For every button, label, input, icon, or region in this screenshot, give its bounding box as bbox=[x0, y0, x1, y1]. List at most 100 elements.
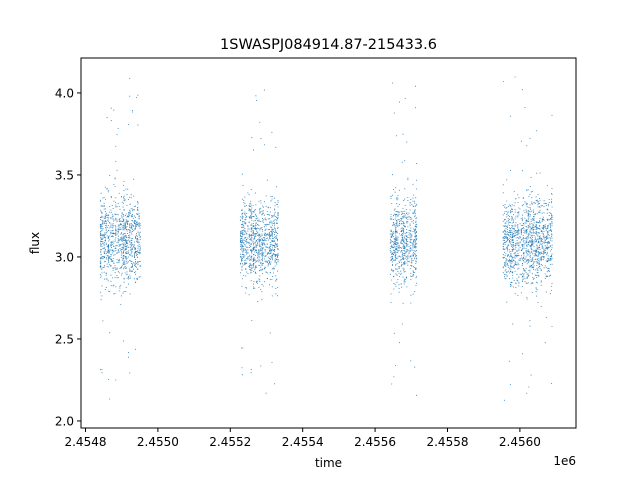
data-point bbox=[544, 251, 546, 254]
data-point bbox=[268, 229, 271, 231]
data-point bbox=[535, 261, 537, 263]
data-point bbox=[275, 293, 277, 295]
x-tick-label: 2.4550 bbox=[137, 435, 179, 449]
data-point bbox=[545, 204, 547, 206]
data-point bbox=[135, 252, 137, 254]
data-point bbox=[521, 225, 524, 227]
data-point bbox=[391, 258, 393, 261]
data-point bbox=[107, 249, 109, 251]
data-point bbox=[246, 204, 248, 207]
data-point bbox=[258, 259, 260, 261]
data-point bbox=[250, 244, 252, 246]
data-point bbox=[409, 209, 411, 211]
data-point bbox=[131, 263, 133, 265]
data-point bbox=[408, 246, 410, 248]
data-point bbox=[395, 243, 397, 245]
data-point bbox=[126, 277, 128, 279]
data-point bbox=[115, 218, 117, 220]
data-point bbox=[245, 214, 247, 216]
data-point bbox=[115, 231, 117, 233]
data-point bbox=[274, 223, 276, 225]
data-point bbox=[400, 220, 402, 222]
data-point bbox=[241, 258, 243, 260]
data-point bbox=[538, 201, 540, 203]
data-point bbox=[412, 197, 414, 199]
data-point bbox=[127, 275, 130, 277]
data-point bbox=[524, 242, 526, 244]
data-point bbox=[101, 205, 103, 207]
data-point bbox=[116, 169, 118, 171]
data-point bbox=[258, 250, 260, 252]
data-point bbox=[265, 260, 267, 262]
data-point bbox=[398, 220, 401, 222]
data-point bbox=[124, 238, 126, 241]
data-point bbox=[125, 223, 127, 225]
data-point bbox=[404, 188, 406, 190]
data-point bbox=[396, 220, 398, 222]
data-point bbox=[135, 234, 138, 236]
data-point bbox=[525, 256, 527, 258]
data-point bbox=[522, 236, 524, 239]
data-point bbox=[505, 261, 507, 263]
data-point bbox=[415, 284, 417, 287]
data-point bbox=[270, 220, 272, 222]
data-point bbox=[251, 251, 253, 253]
data-point bbox=[531, 201, 533, 203]
data-point bbox=[397, 242, 399, 244]
data-point bbox=[517, 244, 519, 246]
data-point bbox=[546, 244, 548, 246]
data-point bbox=[102, 237, 104, 239]
data-point bbox=[247, 247, 249, 249]
data-point bbox=[396, 221, 398, 223]
data-point bbox=[396, 223, 398, 225]
data-point bbox=[504, 206, 506, 208]
data-point bbox=[523, 246, 525, 248]
data-point bbox=[548, 268, 550, 270]
data-point bbox=[551, 234, 553, 236]
data-point bbox=[134, 265, 137, 267]
data-point bbox=[109, 235, 111, 237]
data-point bbox=[535, 255, 537, 257]
data-point bbox=[539, 225, 541, 227]
data-point bbox=[543, 257, 545, 259]
data-point bbox=[103, 250, 105, 252]
data-point bbox=[537, 301, 539, 304]
data-point bbox=[505, 225, 507, 227]
data-point bbox=[269, 263, 271, 265]
data-point bbox=[523, 224, 525, 226]
data-point bbox=[510, 253, 512, 255]
data-point bbox=[126, 246, 128, 248]
data-point bbox=[255, 233, 257, 235]
data-point bbox=[514, 263, 516, 265]
data-point bbox=[276, 270, 279, 272]
data-point bbox=[265, 219, 267, 221]
data-point bbox=[527, 218, 529, 220]
data-point bbox=[265, 271, 267, 273]
data-point bbox=[252, 259, 254, 261]
data-point bbox=[134, 225, 137, 227]
data-point bbox=[530, 235, 532, 237]
data-point bbox=[400, 270, 402, 272]
data-point bbox=[254, 255, 256, 257]
data-point bbox=[266, 237, 268, 239]
data-point bbox=[124, 266, 126, 268]
data-point bbox=[400, 241, 402, 243]
data-point bbox=[516, 242, 518, 244]
data-point bbox=[397, 250, 399, 252]
data-point bbox=[505, 231, 507, 233]
data-point bbox=[118, 261, 120, 263]
data-point bbox=[550, 192, 553, 195]
data-point bbox=[404, 278, 406, 280]
data-point bbox=[412, 200, 414, 202]
data-point bbox=[272, 230, 274, 232]
data-point bbox=[403, 258, 405, 260]
data-point bbox=[529, 245, 531, 247]
data-point bbox=[398, 260, 400, 262]
data-point bbox=[118, 251, 120, 253]
data-point bbox=[126, 204, 128, 206]
data-point bbox=[252, 286, 255, 288]
data-point bbox=[277, 215, 279, 217]
data-point bbox=[271, 214, 273, 217]
data-point bbox=[525, 209, 527, 211]
data-point bbox=[276, 216, 278, 219]
